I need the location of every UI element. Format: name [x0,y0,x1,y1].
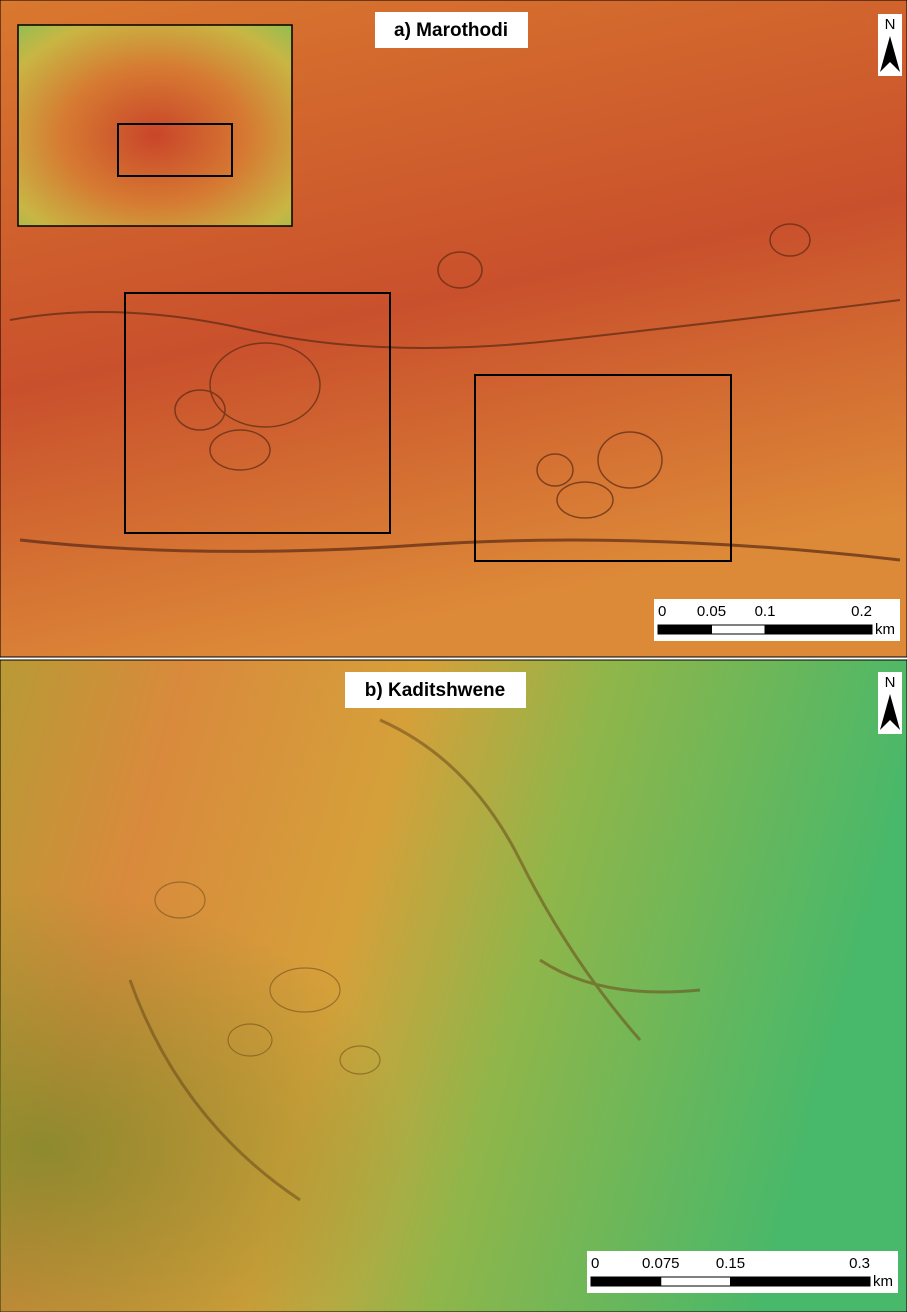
scale-segment [661,1277,731,1286]
figure: a) Marothodi N 00.050.10.2km b) Kaditshw… [0,0,907,1312]
panel-b: b) Kaditshwene N 0 0.075 0.15 0.3km [0,660,907,1312]
inset-map [18,25,292,226]
scale-label: 0.075 [642,1255,680,1272]
scale-label: 0 [658,603,666,620]
scale-label: 0.15 [716,1255,745,1272]
scale-unit: km [875,621,895,638]
scale-label: 0.2 [851,603,872,620]
north-label: N [885,16,896,33]
panel-a: a) Marothodi N 0 0.05 0.1 0.2km [0,0,907,657]
scale-unit: km [873,1273,893,1290]
scale-segment [591,1277,661,1286]
panel-title: b) Kaditshwene [365,680,505,701]
scale-label: 0.05 [697,603,726,620]
north-label: N [885,674,896,691]
scale-label: 0.1 [755,603,776,620]
scale-segment [712,625,766,634]
scale-label: 0 [591,1255,599,1272]
scale-label: 0.3 [849,1255,870,1272]
panel-title: a) Marothodi [394,20,508,41]
scale-bar: 0 0.075 0.15 0.3km [587,1251,898,1293]
scale-segment [731,1277,871,1286]
scale-bar: 0 0.05 0.1 0.2km [654,599,900,641]
scale-segment [765,625,872,634]
scale-segment [658,625,712,634]
terrain-shade [0,660,907,1312]
